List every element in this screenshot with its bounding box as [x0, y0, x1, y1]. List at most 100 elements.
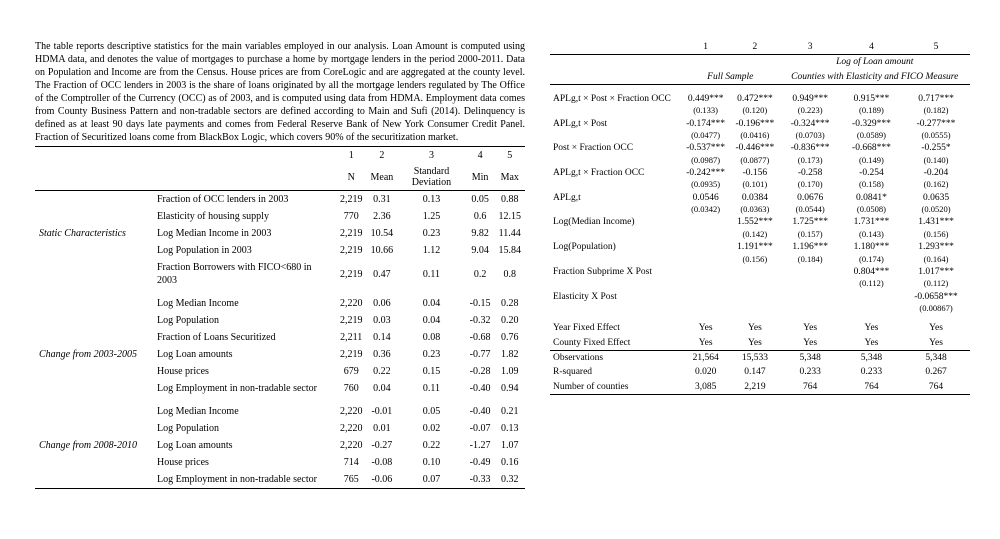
table-row: Change from 2008-2010Log Loan amounts2,2…	[35, 437, 525, 454]
row-label: R-squared	[550, 365, 681, 379]
cell-value	[681, 290, 730, 304]
cell-value: 0.915***	[841, 92, 902, 106]
cell-value: 2,219	[336, 242, 367, 259]
cell-value: 0.449***	[681, 92, 730, 106]
cell-value: -1.27	[466, 437, 495, 454]
cell-value: 5,348	[780, 350, 841, 365]
cell-value: 0.23	[397, 225, 465, 242]
cell-se: (0.142)	[730, 230, 779, 240]
colnum: 3	[780, 40, 841, 55]
cell-value: 0.233	[780, 365, 841, 379]
se-row: (0.156)(0.184)(0.174)(0.164)	[550, 255, 970, 265]
cell-value: 2,220	[336, 289, 367, 312]
span-left-label: Full Sample	[681, 70, 780, 85]
section-label: Change from 2008-2010	[35, 437, 153, 454]
row-label: APLg,t × Post	[550, 117, 681, 131]
row-label: Log Employment in non-tradable sector	[153, 471, 336, 489]
cell-value: 1.293***	[902, 240, 970, 254]
cell-value: -0.68	[466, 329, 495, 346]
cell-value: 2,220	[336, 437, 367, 454]
se-row: (0.112)(0.112)	[550, 279, 970, 289]
cell-se	[780, 304, 841, 314]
coef-row: APLg,t0.05460.03840.06760.0841*0.0635	[550, 191, 970, 205]
cell-value: -0.255*	[902, 141, 970, 155]
cell-value: -0.204	[902, 166, 970, 180]
cell-value: 0.07	[397, 471, 465, 489]
coef-row: Post × Fraction OCC-0.537***-0.446***-0.…	[550, 141, 970, 155]
row-label: Log(Median Income)	[550, 215, 681, 229]
colname: Standard Deviation	[397, 164, 465, 191]
cell-se: (0.170)	[780, 180, 841, 190]
cell-value: 0.06	[367, 289, 398, 312]
super-header: Log of Loan amount	[780, 55, 971, 70]
cell-value	[780, 265, 841, 279]
table-row: Fraction of Loans Securitized2,2110.140.…	[35, 329, 525, 346]
row-label: House prices	[153, 454, 336, 471]
row-label: Log Loan amounts	[153, 437, 336, 454]
cell-value: 0.76	[495, 329, 526, 346]
colname: N	[336, 164, 367, 191]
section-label: Change from 2003-2005	[35, 346, 153, 363]
coef-row: APLg,t × Post × Fraction OCC0.449***0.47…	[550, 92, 970, 106]
table-row: House prices6790.220.15-0.281.09	[35, 363, 525, 380]
row-label: Log Population	[153, 312, 336, 329]
cell-se: (0.120)	[730, 106, 779, 116]
colname: Min	[466, 164, 495, 191]
table-row: Log Population2,2190.030.04-0.320.20	[35, 312, 525, 329]
cell-value: 0.16	[495, 454, 526, 471]
cell-value: 0.02	[397, 420, 465, 437]
cell-se: (0.184)	[780, 255, 841, 265]
cell-value: 10.66	[367, 242, 398, 259]
cell-value: 0.04	[397, 312, 465, 329]
cell-value: 2,220	[336, 397, 367, 420]
cell-value: 0.04	[367, 380, 398, 397]
row-label: Fraction Subprime X Post	[550, 265, 681, 279]
table-row: Fraction Borrowers with FICO<680 in 2003…	[35, 259, 525, 289]
colnum: 2	[730, 40, 779, 55]
regression-table: 1 2 3 4 5 Log of Loan amount Full Sample…	[550, 40, 970, 395]
span-header-row: Full Sample Counties with Elasticity and…	[550, 70, 970, 85]
cell-se: (0.156)	[730, 255, 779, 265]
cell-value: 2,219	[336, 259, 367, 289]
fixed-effect-row: Year Fixed EffectYesYesYesYesYes	[550, 321, 970, 335]
cell-se: (0.0416)	[730, 131, 779, 141]
page-root: The table reports descriptive statistics…	[0, 0, 1000, 539]
cell-value: -0.27	[367, 437, 398, 454]
cell-value: 0.21	[495, 397, 526, 420]
cell-se: (0.0363)	[730, 205, 779, 215]
coef-row: Elasticity X Post-0.0658***	[550, 290, 970, 304]
cell-value: 2,219	[336, 346, 367, 363]
right-colnum-row: 1 2 3 4 5	[550, 40, 970, 55]
cell-value: 0.472***	[730, 92, 779, 106]
cell-value: 2.36	[367, 208, 398, 225]
colnum: 1	[336, 147, 367, 164]
table-row: Elasticity of housing supply7702.361.250…	[35, 208, 525, 225]
cell-value: 0.13	[397, 191, 465, 209]
cell-value: 12.15	[495, 208, 526, 225]
section-label	[35, 259, 153, 289]
cell-value: 0.0546	[681, 191, 730, 205]
cell-value: Yes	[780, 321, 841, 335]
table-row: Log Employment in non-tradable sector760…	[35, 380, 525, 397]
se-row: (0.0987)(0.0877)(0.173)(0.149)(0.140)	[550, 156, 970, 166]
coef-row: APLg,t × Post-0.174***-0.196***-0.324***…	[550, 117, 970, 131]
cell-value: 760	[336, 380, 367, 397]
cell-value: 0.31	[367, 191, 398, 209]
cell-se	[730, 279, 779, 289]
right-panel: 1 2 3 4 5 Log of Loan amount Full Sample…	[550, 40, 970, 519]
colnum: 1	[681, 40, 730, 55]
cell-se	[841, 304, 902, 314]
row-label: Elasticity X Post	[550, 290, 681, 304]
cell-value: -0.242***	[681, 166, 730, 180]
cell-value: 21,564	[681, 350, 730, 365]
table-row: Log Population2,2200.010.02-0.070.13	[35, 420, 525, 437]
cell-value: 0.28	[495, 289, 526, 312]
row-label: Number of counties	[550, 380, 681, 395]
cell-value: 0.949***	[780, 92, 841, 106]
cell-value: 11.44	[495, 225, 526, 242]
left-preamble: The table reports descriptive statistics…	[35, 40, 525, 147]
cell-value: 0.6	[466, 208, 495, 225]
row-label: Elasticity of housing supply	[153, 208, 336, 225]
row-label: County Fixed Effect	[550, 336, 681, 351]
cell-value: 0.11	[397, 380, 465, 397]
